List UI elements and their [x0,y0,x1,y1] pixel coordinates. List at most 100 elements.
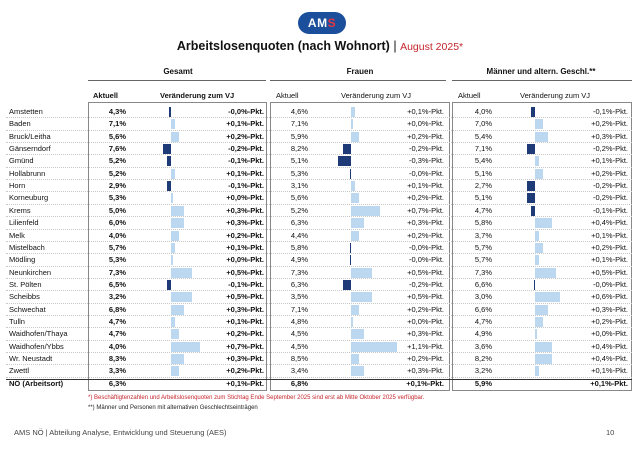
change-f: -0,2%-Pkt. [408,144,444,154]
value-f: 4,5% [290,329,308,339]
row-divider [6,191,632,193]
change-bar-m [535,168,544,179]
value-g: 7,1% [108,119,126,129]
change-bar-g [171,341,201,352]
value-f: 5,3% [290,168,308,178]
value-f: 6,8% [290,378,308,388]
change-f: +0,5%-Pkt. [407,292,444,302]
change-g: -0,1%-Pkt. [228,279,264,289]
col-aktuell-maenner: Aktuell [458,91,481,100]
change-bar-f [342,279,351,290]
row-divider [6,339,632,341]
value-m: 7,3% [474,267,492,277]
change-g: +0,1%-Pkt. [226,119,264,129]
value-f: 8,5% [290,354,308,363]
value-g: 5,6% [108,131,126,141]
row-divider [6,154,632,156]
change-bar-f [351,181,356,192]
change-bar-f [351,267,372,278]
change-g: +0,5%-Pkt. [226,292,264,302]
row-name: NÖ (Arbeitsort) [9,378,64,388]
change-bar-g [171,131,180,142]
value-m: 6,6% [474,304,492,314]
row-name: Mödling [9,255,36,265]
row-name: Mistelbach [9,242,45,252]
row-divider [6,265,632,267]
change-f: +0,1%-Pkt. [407,107,444,116]
change-m: +0,1%-Pkt. [591,255,628,265]
value-g: 6,3% [108,378,126,388]
value-m: 3,6% [474,341,492,351]
change-bar-g [171,205,184,216]
value-g: 4,0% [108,341,126,351]
value-f: 7,1% [290,119,308,129]
value-g: 4,3% [108,107,126,116]
row-name: Wr. Neustadt [9,354,53,363]
row-name: Tulln [9,316,25,326]
value-m: 3,0% [474,292,492,302]
change-bar-g [166,156,171,167]
change-g: +0,3%-Pkt. [226,304,264,314]
row-name: Lilienfeld [9,218,39,228]
value-f: 5,9% [290,131,308,141]
value-m: 4,7% [474,205,492,215]
value-f: 5,8% [290,242,308,252]
row-divider [6,352,632,353]
value-g: 5,2% [108,156,126,166]
change-g: +0,2%-Pkt. [226,366,264,376]
change-f: +0,1%-Pkt. [406,378,444,388]
change-m: +0,2%-Pkt. [591,119,628,129]
change-g: +0,1%-Pkt. [226,242,264,252]
change-m: -0,1%-Pkt. [592,205,628,215]
change-f: +0,2%-Pkt. [407,230,444,240]
change-m: +0,1%-Pkt. [591,230,628,240]
change-bar-f [342,144,351,155]
change-bar-g [166,279,171,290]
change-f: +0,5%-Pkt. [407,267,444,277]
panel-frauen [270,102,450,391]
change-bar-g [171,230,180,241]
row-divider [6,203,632,205]
row-name: Baden [9,119,31,129]
change-m: -0,1%-Pkt. [592,107,628,116]
value-g: 8,3% [108,354,126,363]
change-m: -0,2%-Pkt. [592,193,628,203]
change-bar-f [351,131,360,142]
change-m: -0,0%-Pkt. [592,279,628,289]
change-bar-m [535,230,540,241]
change-bar-g [166,181,171,192]
value-m: 4,7% [474,316,492,326]
change-f: -0,3%-Pkt. [408,156,444,166]
change-g: +0,2%-Pkt. [226,230,264,240]
value-m: 3,2% [474,366,492,376]
change-f: +0,7%-Pkt. [407,205,444,215]
change-g: -0,0%-Pkt. [228,107,264,116]
value-f: 7,3% [290,267,308,277]
value-g: 6,0% [108,218,126,228]
value-f: 6,3% [290,218,308,228]
row-name: Neunkirchen [9,267,52,277]
row-divider [6,376,632,378]
col-veraenderung-frauen: Veränderung zum VJ [341,91,412,100]
value-g: 6,8% [108,304,126,314]
value-g: 7,3% [108,267,126,277]
change-bar-g [162,144,171,155]
value-g: 5,3% [108,255,126,265]
group-frauen-underline [270,80,446,81]
row-name: Waidhofen/Thaya [9,329,68,339]
value-f: 4,4% [290,230,308,240]
change-f: +0,0%-Pkt. [407,119,444,129]
group-maenner-underline [452,80,632,81]
row-divider [6,327,632,329]
change-bar-g [171,316,176,327]
change-g: -0,2%-Pkt. [228,144,264,154]
change-bar-m [533,279,535,290]
value-m: 7,0% [474,119,492,129]
row-name: Gmünd [9,156,34,166]
value-m: 4,9% [474,329,492,339]
change-bar-m [535,316,544,327]
row-divider [6,364,632,366]
row-divider [6,117,632,119]
row-divider [6,166,632,168]
panel-maenner [452,102,632,391]
